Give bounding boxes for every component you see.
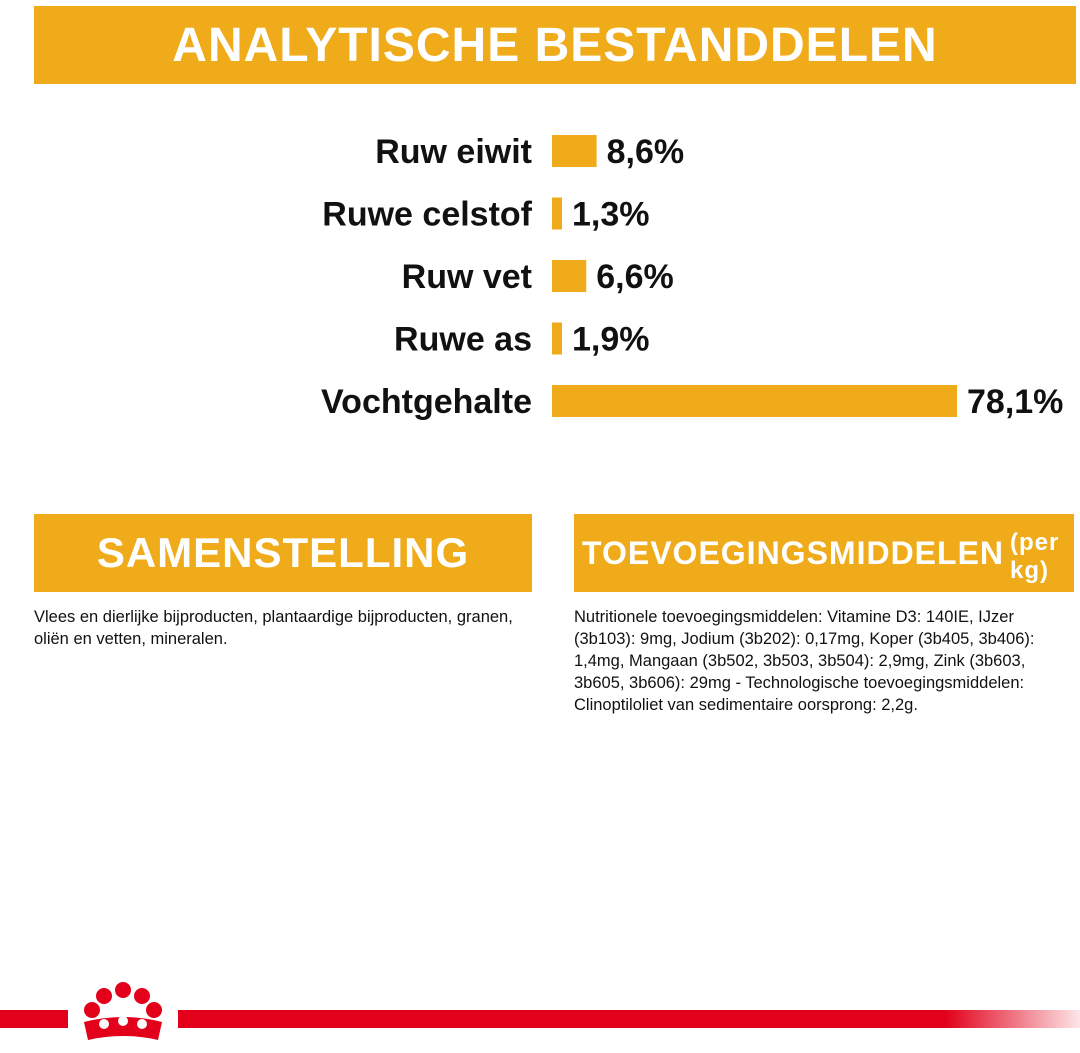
composition-title: SAMENSTELLING (96, 529, 470, 576)
bar-value-label: 6,6% (596, 258, 674, 296)
bar-label: Vochtgehalte (321, 383, 532, 421)
bar-label: Ruwe as (394, 321, 532, 359)
bar (552, 197, 562, 230)
bar-label: Ruw eiwit (375, 133, 532, 171)
bar-value-label: 78,1% (967, 383, 1063, 421)
footer-line-left (0, 1010, 68, 1028)
bar-label: Ruwe celstof (322, 196, 532, 234)
bar (552, 135, 597, 167)
analytical-bar-chart: Ruw eiwit 8,6% Ruwe celstof 1,3% Ruw vet 6,6%… (321, 133, 1063, 421)
section-header-analytical: ANALYTISCHE BESTANDDELEN (34, 6, 1076, 84)
additives-title: TOEVOEGINGSMIDDELEN (582, 534, 1005, 571)
composition-text: Vlees en dierlijke bijproducten, plantaa… (34, 608, 513, 648)
additives-title-suffix: (per kg) (1010, 529, 1060, 584)
footer-bar (0, 982, 1080, 1040)
section-header-composition: SAMENSTELLING (34, 514, 532, 592)
footer-line-right (178, 1010, 1080, 1028)
bar-value-label: 1,3% (572, 196, 650, 234)
bar-label: Ruw vet (402, 258, 532, 296)
royal-crown-icon (84, 982, 162, 1040)
additives-text: Nutritionele toevoegingsmiddelen: Vitami… (574, 608, 1035, 714)
bar-value-label: 1,9% (572, 321, 650, 359)
section-header-additives: TOEVOEGINGSMIDDELEN (per kg) (574, 514, 1074, 592)
bar-value-label: 8,6% (607, 133, 685, 171)
bar (552, 260, 587, 292)
bar (552, 385, 957, 417)
section-title: ANALYTISCHE BESTANDDELEN (172, 18, 938, 72)
bar (552, 322, 562, 355)
